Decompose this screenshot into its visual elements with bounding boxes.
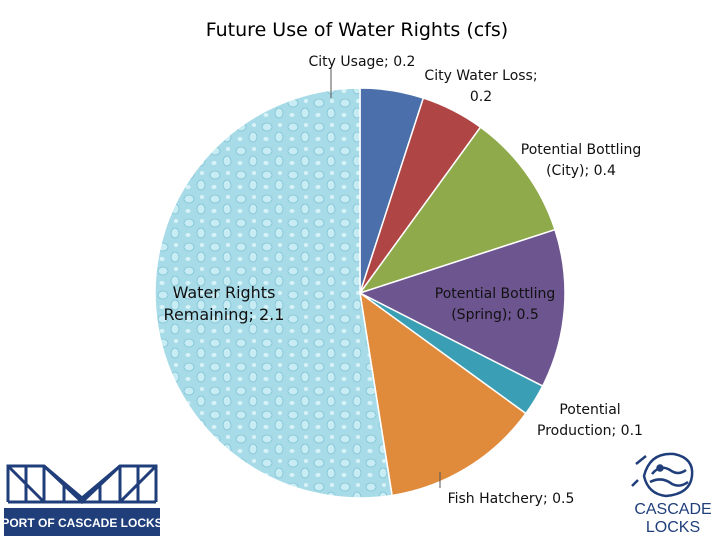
cascade-locks-logo: CASCADE LOCKS <box>628 446 718 538</box>
cascade-locks-line1: CASCADE <box>634 501 711 518</box>
label-fish-hatchery: Fish Hatchery; 0.5 <box>448 491 575 507</box>
pie-slices <box>154 87 566 499</box>
port-logo-text: PORT OF CASCADE LOCKS <box>4 516 160 530</box>
slice-labels: City Usage; 0.2 City Water Loss; 0.2 Potent… <box>164 54 643 507</box>
chart-title: Future Use of Water Rights (cfs) <box>206 19 508 41</box>
label-potential-production: Potential Production; 0.1 <box>537 402 643 439</box>
pie-slice-water-rights-remaining <box>154 87 393 499</box>
port-of-cascade-locks-logo: PORT OF CASCADE LOCKS <box>1 458 163 538</box>
leader-lines <box>330 68 441 488</box>
pie-slice-potential-bottling-spring- <box>358 228 566 388</box>
pie-slice-fish-hatchery <box>358 291 527 497</box>
label-city-water-loss: City Water Loss; 0.2 <box>424 68 537 105</box>
label-water-rights-remaining: Water Rights Remaining; 2.1 <box>164 283 285 324</box>
pie-slice-potential-bottling-city- <box>358 126 556 295</box>
label-potential-bottling-city-: Potential Bottling (City); 0.4 <box>521 142 641 179</box>
label-city-usage: City Usage; 0.2 <box>309 54 416 70</box>
cascade-locks-line2: LOCKS <box>646 519 700 536</box>
label-potential-bottling-spring-: Potential Bottling (Spring); 0.5 <box>435 286 555 323</box>
